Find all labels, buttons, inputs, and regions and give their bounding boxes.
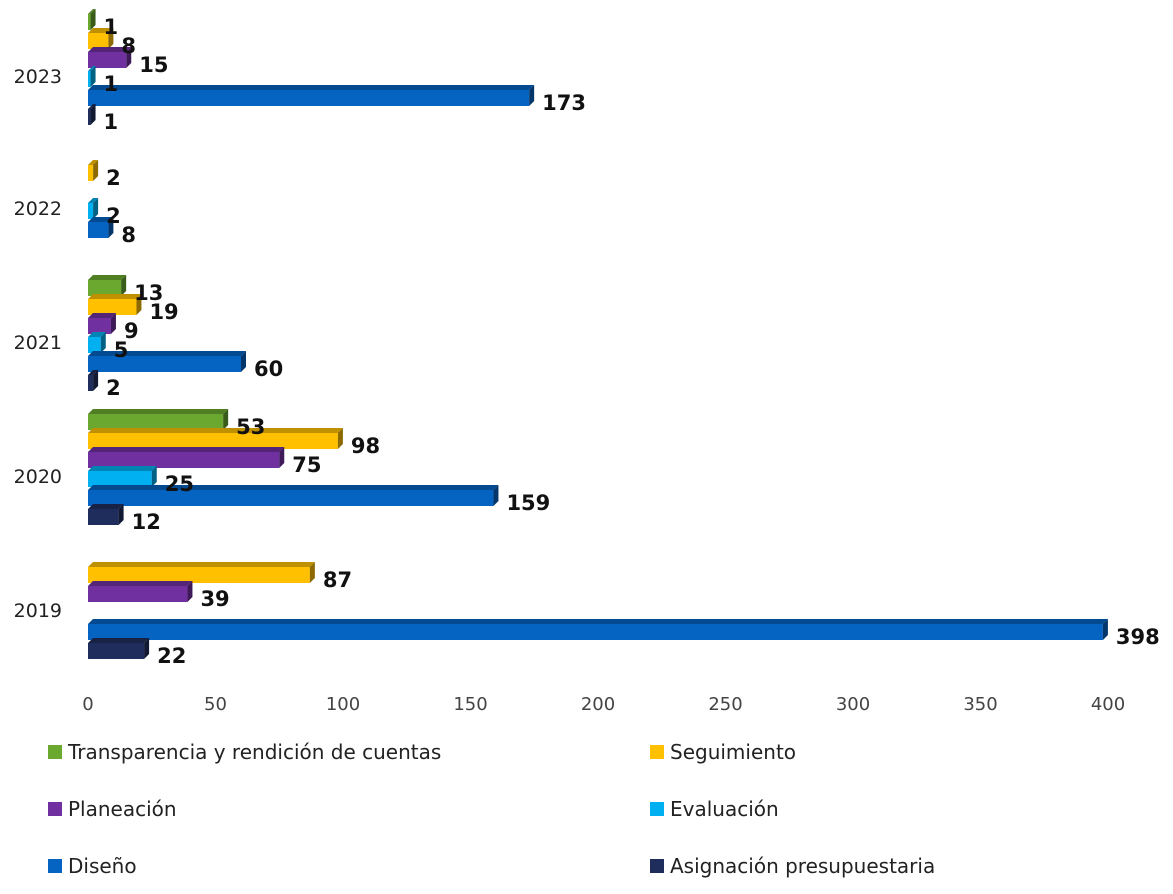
legend-item-5: Asignación presupuestaria (650, 854, 935, 878)
data-label-2023-1: 8 (121, 34, 136, 58)
x-tick-label-300: 300 (836, 694, 870, 715)
bar-2020-5 (88, 504, 124, 525)
data-label-2020-2: 75 (292, 453, 321, 477)
data-label-2023-0: 1 (104, 15, 119, 39)
data-label-2020-0: 53 (236, 415, 265, 439)
x-tick-label-100: 100 (326, 694, 360, 715)
data-label-2023-4: 173 (542, 91, 586, 115)
data-label-2022-4: 8 (121, 223, 136, 247)
legend-label: Seguimiento (670, 740, 797, 764)
legend-label: Evaluación (670, 797, 779, 821)
legend-item-1: Seguimiento (650, 740, 796, 764)
legend-swatch (48, 745, 62, 759)
bar-2023-1 (88, 28, 114, 49)
x-tick-label-0: 0 (82, 694, 93, 715)
x-tick-label-350: 350 (963, 694, 997, 715)
x-tick-label-400: 400 (1091, 694, 1125, 715)
year-label-2022: 2022 (14, 198, 62, 220)
bar-2020-1 (88, 428, 343, 449)
bar-2020-0 (88, 409, 229, 430)
year-label-2023: 2023 (14, 66, 62, 88)
data-label-2019-5: 22 (157, 644, 186, 668)
x-tick-label-50: 50 (204, 694, 227, 715)
data-label-2023-2: 15 (139, 53, 168, 77)
legend-label: Asignación presupuestaria (670, 854, 936, 878)
bar-2023-5 (88, 104, 96, 125)
x-tick-label-250: 250 (708, 694, 742, 715)
year-label-2020: 2020 (14, 466, 62, 488)
legend-label: Transparencia y rendición de cuentas (68, 740, 442, 764)
year-label-2019: 2019 (14, 600, 62, 622)
legend-item-4: Diseño (48, 854, 137, 878)
data-label-2019-2: 39 (200, 587, 229, 611)
data-label-2021-0: 13 (134, 281, 163, 305)
bar-2020-3 (88, 466, 157, 487)
year-label-2021: 2021 (14, 332, 62, 354)
data-label-2020-1: 98 (351, 434, 380, 458)
bar-2021-1 (88, 294, 142, 315)
bar-2021-0 (88, 275, 127, 296)
data-label-2021-3: 5 (114, 338, 129, 362)
bar-2023-0 (88, 9, 96, 30)
bar-2023-2 (88, 47, 132, 68)
legend-label: Diseño (68, 854, 137, 878)
legend-swatch (650, 859, 664, 873)
data-label-2023-3: 1 (104, 72, 119, 96)
x-tick-label-200: 200 (581, 694, 615, 715)
bar-2021-2 (88, 313, 116, 334)
data-label-2020-3: 25 (165, 472, 194, 496)
bar-2019-4 (88, 619, 1108, 640)
bar-2022-1 (88, 160, 99, 181)
bar-2020-2 (88, 447, 285, 468)
bar-2022-4 (88, 217, 114, 238)
data-label-2020-5: 12 (132, 510, 161, 534)
bar-2021-4 (88, 351, 246, 372)
bar-2019-1 (88, 562, 315, 583)
labels-layer: 1815117312281319956025398752515912873939… (104, 15, 1160, 668)
legend-label: Planeación (68, 797, 177, 821)
bar-2020-4 (88, 485, 499, 506)
bar-2023-3 (88, 66, 96, 87)
bar-2021-3 (88, 332, 106, 353)
legend-swatch (48, 802, 62, 816)
data-label-2022-3: 2 (106, 204, 121, 228)
data-label-2021-1: 19 (149, 300, 178, 324)
bar-2019-5 (88, 638, 150, 659)
data-label-2021-2: 9 (124, 319, 139, 343)
data-label-2020-4: 159 (506, 491, 550, 515)
x-tick-label-150: 150 (453, 694, 487, 715)
axis-layer: 2023 2022 2021 2020 2019 0 50 100 150 200 250 300 35… (14, 66, 1126, 715)
bar-2019-2 (88, 581, 193, 602)
bar-2021-5 (88, 370, 99, 391)
data-label-2022-1: 2 (106, 166, 121, 190)
data-label-2021-4: 60 (254, 357, 283, 381)
data-label-2021-5: 2 (106, 376, 121, 400)
legend-swatch (48, 859, 62, 873)
data-label-2019-4: 398 (1116, 625, 1160, 649)
data-label-2019-1: 87 (323, 568, 352, 592)
data-label-2023-5: 1 (104, 110, 119, 134)
legend-item-3: Evaluación (650, 797, 779, 821)
bars-layer (88, 9, 1108, 659)
legend-swatch (650, 745, 664, 759)
bar-2023-4 (88, 85, 535, 106)
legend-item-2: Planeación (48, 797, 177, 821)
legend-item-0: Transparencia y rendición de cuentas (48, 740, 441, 764)
legend-swatch (650, 802, 664, 816)
bar-2022-3 (88, 198, 99, 219)
